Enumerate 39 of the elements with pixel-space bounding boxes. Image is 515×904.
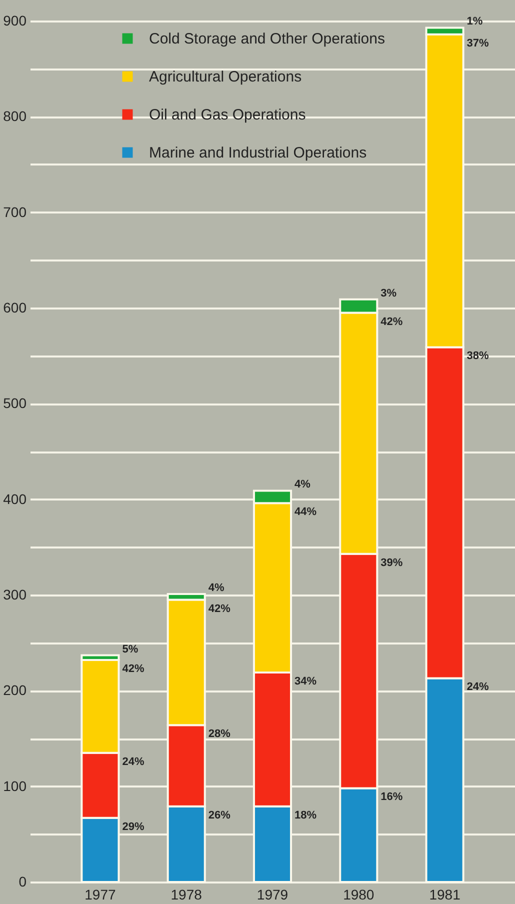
annotation: 24% [466, 681, 490, 694]
legend-label: Oil and Gas Operations [149, 106, 306, 124]
x-tick-label: 1977 [84, 886, 116, 902]
y-tick-label: 0 [18, 874, 27, 890]
x-tick-label: 1979 [256, 886, 288, 902]
y-tick-label: 800 [3, 108, 27, 124]
annotation: 28% [208, 728, 231, 740]
annotation: 42% [380, 316, 403, 328]
y-tick-label: 300 [3, 586, 27, 602]
annotation: 34% [294, 675, 317, 688]
annotation: 37% [466, 37, 490, 50]
y-tick-label: 700 [3, 204, 27, 220]
annotation: 4% [208, 582, 224, 594]
y-tick-label: 400 [3, 490, 27, 507]
annotation: 42% [208, 602, 231, 615]
annotation: 16% [380, 791, 403, 804]
legend-label: Cold Storage and Other Operations [149, 30, 385, 48]
annotation: 29% [122, 820, 144, 833]
annotation: 26% [208, 809, 231, 822]
annotation: 5% [122, 643, 138, 656]
y-tick-label: 600 [3, 300, 27, 316]
annotation: 24% [122, 756, 144, 768]
x-tick-label: 1980 [343, 886, 374, 902]
y-tick-label: 200 [3, 682, 27, 698]
legend-label: Agricultural Operations [149, 68, 302, 86]
y-tick-label: 900 [3, 12, 27, 28]
x-tick-label: 1978 [170, 886, 202, 902]
annotation: 4% [294, 478, 311, 491]
annotation: 3% [380, 287, 397, 300]
annotation: 39% [380, 556, 403, 569]
annotation: 18% [294, 809, 317, 822]
y-tick-label: 500 [3, 395, 27, 412]
y-tick-label: 100 [3, 778, 27, 794]
annotation: 1% [466, 16, 483, 28]
annotation: 42% [122, 663, 144, 676]
legend-label: Marine and Industrial Operations [149, 144, 367, 162]
x-tick-label: 1981 [429, 886, 461, 902]
annotation: 44% [294, 506, 317, 518]
annotation: 38% [466, 350, 490, 362]
